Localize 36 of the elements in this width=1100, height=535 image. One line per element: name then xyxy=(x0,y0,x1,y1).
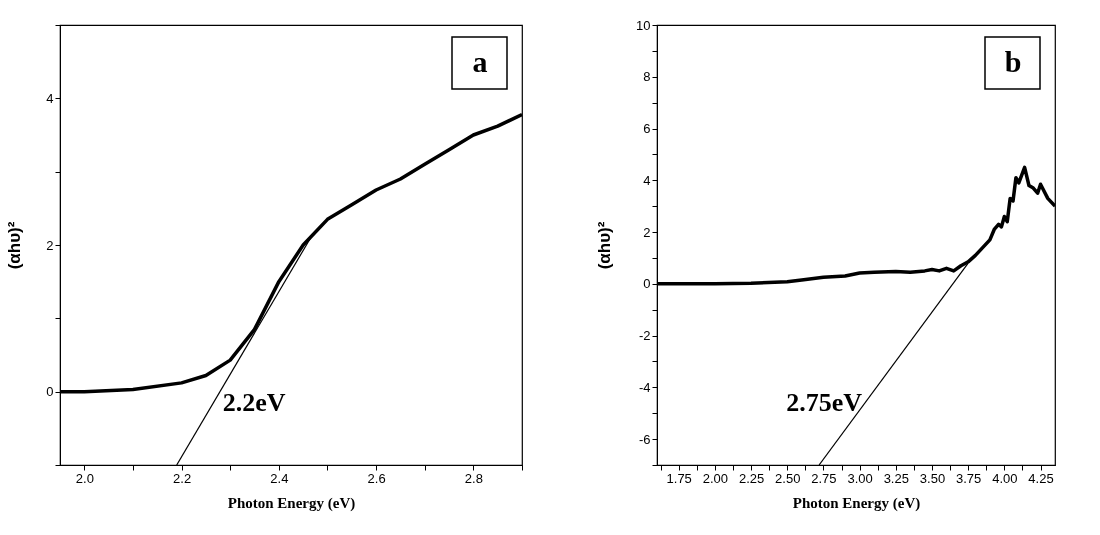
x-axis-title: Photon Energy (eV) xyxy=(792,494,921,512)
y-tick-label: -2 xyxy=(638,328,651,344)
annotation: a xyxy=(472,45,488,78)
x-tick-label: 2.25 xyxy=(738,470,765,486)
y-tick-label: 10 xyxy=(636,17,651,33)
y-tick-label: -4 xyxy=(638,379,651,395)
x-tick-label: 3.50 xyxy=(919,470,946,486)
x-tick-label: 2.2 xyxy=(173,470,192,486)
x-tick-label: 3.75 xyxy=(956,470,982,486)
y-tick-label: 0 xyxy=(643,276,651,292)
y-tick-label: 8 xyxy=(643,69,651,85)
y-tick-label: 4 xyxy=(643,172,651,188)
x-tick-label: 1.75 xyxy=(666,470,692,486)
x-tick-label: 3.25 xyxy=(883,470,909,486)
x-tick-label: 2.4 xyxy=(270,470,289,486)
y-tick-label: 0 xyxy=(46,384,54,400)
x-axis-title: Photon Energy (eV) xyxy=(227,494,356,512)
x-tick-label: 4.00 xyxy=(992,470,1018,486)
y-axis-title: (αhυ)² xyxy=(595,221,615,270)
annotation: 2.75eV xyxy=(786,388,863,418)
x-tick-label: 2.75 xyxy=(811,470,837,486)
y-tick-label: 6 xyxy=(643,121,651,137)
y-tick-label: 2 xyxy=(643,224,651,240)
annotation: 2.2eV xyxy=(222,388,286,418)
x-tick-label: 3.00 xyxy=(847,470,873,486)
x-tick-label: 2.0 xyxy=(75,470,94,486)
y-tick-label: 2 xyxy=(46,237,54,253)
x-tick-label: 2.50 xyxy=(775,470,801,486)
x-tick-label: 2.8 xyxy=(464,470,483,486)
x-tick-label: 2.6 xyxy=(367,470,386,486)
annotation: b xyxy=(1004,45,1022,78)
x-tick-label: 4.25 xyxy=(1028,470,1054,486)
y-tick-label: 4 xyxy=(46,90,54,106)
x-tick-label: 2.00 xyxy=(702,470,729,486)
y-axis-title: (αhυ)² xyxy=(5,221,25,270)
y-tick-label: -6 xyxy=(638,431,651,447)
